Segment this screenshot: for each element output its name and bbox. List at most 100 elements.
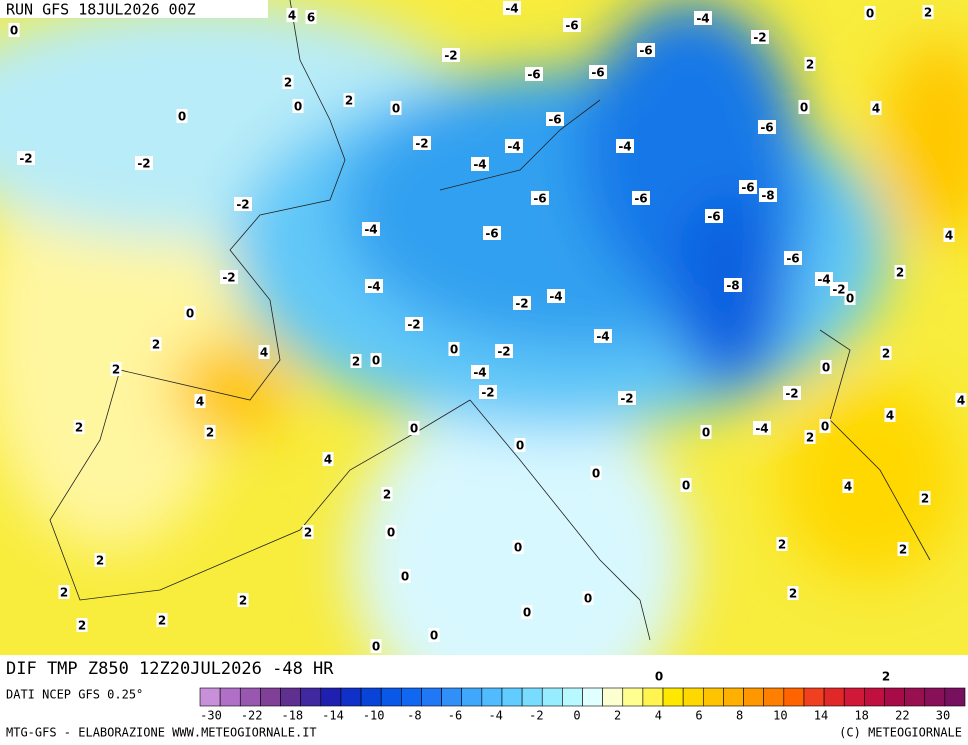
colorbar-cell [541, 687, 563, 707]
contour-label-box [237, 593, 249, 607]
contour-label: 0 [702, 426, 710, 440]
colorbar-tick-label: 22 [895, 709, 909, 723]
contour-label-box [753, 421, 771, 435]
contour-label: 0 [392, 102, 400, 116]
contour-label-box [724, 278, 742, 292]
footer-credit: MTG-GFS - ELABORAZIONE WWW.METEOGIORNALE… [6, 726, 317, 740]
contour-label-box [563, 18, 581, 32]
contour-label: 2 [75, 421, 83, 435]
contour-label: -2 [620, 392, 633, 406]
contour-label-box [955, 393, 967, 407]
contour-label: 0 [372, 640, 380, 654]
contour-label: 0 [682, 479, 690, 493]
contour-label: -4 [755, 422, 768, 436]
contour-label-box [512, 540, 524, 554]
field-label: DIF TMP Z850 12Z20JUL2026 -48 HR [6, 659, 334, 679]
colorbar-cell [743, 687, 764, 707]
colorbar-cell [260, 687, 281, 707]
colorbar-cell [481, 687, 503, 707]
contour-label: -6 [565, 19, 578, 33]
colorbar-tick-label: -8 [407, 709, 421, 723]
contour-label-box [531, 191, 549, 205]
contour-label: -2 [19, 152, 32, 166]
colorbar-cell [582, 687, 603, 707]
contour-label-box [842, 479, 854, 493]
contour-label-box [176, 109, 188, 123]
contour-label-box [919, 491, 931, 505]
contour-label-box [653, 669, 665, 683]
contour-label-box [804, 57, 816, 71]
contour-label: 4 [886, 409, 894, 423]
contour-label-box [350, 354, 362, 368]
contour-label-box [819, 419, 831, 433]
colorbar-cell [300, 687, 322, 707]
contour-label-box [365, 279, 383, 293]
contour-label: 0 [821, 420, 829, 434]
colorbar-cell [562, 687, 583, 707]
contour-label: -2 [481, 386, 494, 400]
contour-label-box [582, 591, 594, 605]
contour-label: -6 [786, 252, 799, 266]
contour-label: -6 [741, 181, 754, 195]
colorbar-tick-label: -18 [281, 709, 303, 723]
contour-label: 0 [800, 101, 808, 115]
contour-label: 2 [789, 587, 797, 601]
contour-label: -8 [726, 279, 739, 293]
contour-label: -2 [515, 297, 528, 311]
contour-label-box [17, 151, 35, 165]
contour-label-box [405, 317, 423, 331]
contour-label: -6 [639, 44, 652, 58]
contour-label-box [751, 30, 769, 44]
contour-label: 2 [158, 614, 166, 628]
contour-label: 0 [846, 292, 854, 306]
colorbar-cell [662, 687, 684, 707]
contour-label: 0 [592, 467, 600, 481]
contour-label: 0 [514, 541, 522, 555]
contour-label: -6 [707, 210, 720, 224]
contour-label: -2 [444, 49, 457, 63]
contour-label-box [135, 156, 153, 170]
contour-label: 2 [96, 554, 104, 568]
contour-label-box [156, 613, 168, 627]
contour-label: 4 [945, 229, 953, 243]
contour-label: 0 [584, 592, 592, 606]
contour-label-box [513, 296, 531, 310]
contour-label-box [880, 346, 892, 360]
contour-label-box [495, 344, 513, 358]
contour-label-box [483, 226, 501, 240]
colorbar-cell [441, 687, 463, 707]
contour-label-box [343, 93, 355, 107]
contour-label-box [798, 100, 810, 114]
contour-label-box [292, 99, 304, 113]
contour-label-box [776, 537, 788, 551]
contour-label-box [680, 478, 692, 492]
contour-label: -2 [415, 137, 428, 151]
colorbar-cell [360, 687, 382, 707]
contour-label: -4 [549, 290, 562, 304]
colorbar-cell [843, 687, 865, 707]
colorbar-cell [904, 687, 926, 707]
contour-label-box [870, 101, 882, 115]
contour-label: -4 [473, 158, 486, 172]
contour-label-box [632, 191, 650, 205]
contour-label: 2 [345, 94, 353, 108]
contour-label-box [58, 585, 70, 599]
contour-label: -8 [761, 189, 774, 203]
colorbar-cell [783, 687, 805, 707]
contour-label: -2 [137, 157, 150, 171]
colorbar-cell [944, 687, 966, 707]
contour-label: -6 [760, 121, 773, 135]
contour-label-box [783, 386, 801, 400]
contour-label: 0 [516, 439, 524, 453]
run-box [0, 0, 268, 18]
contour-label: -4 [367, 280, 380, 294]
colorbar-cell [622, 687, 644, 707]
contour-label: -4 [817, 273, 830, 287]
contour-label-box [815, 272, 833, 286]
contour-label: 2 [896, 266, 904, 280]
contour-label-box [546, 112, 564, 126]
contour-label-box [282, 75, 294, 89]
contour-label-box [234, 197, 252, 211]
contour-label: 6 [307, 11, 315, 25]
colorbar-tick-label: -22 [241, 709, 263, 723]
